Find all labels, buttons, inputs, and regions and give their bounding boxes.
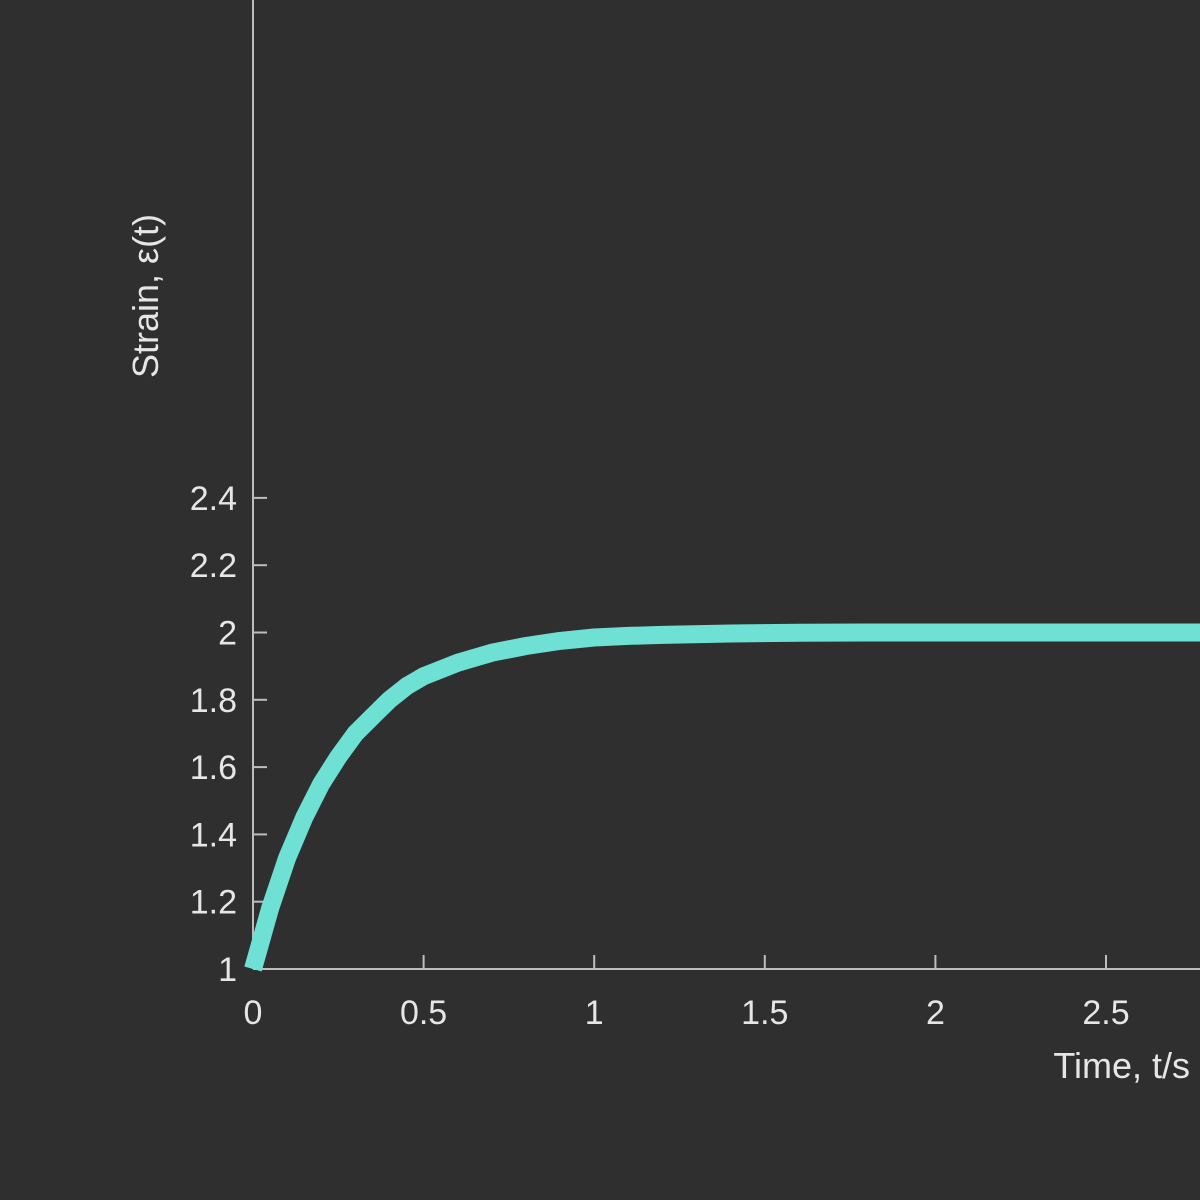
axes xyxy=(252,0,1200,970)
y-tick-label: 1 xyxy=(218,951,237,989)
x-tick-label: 0 xyxy=(244,994,263,1032)
x-ticks: 0 0.5 1 1.5 2 2.5 xyxy=(244,955,1130,1032)
x-tick-label: 2 xyxy=(926,994,945,1032)
series-layer xyxy=(244,623,1200,972)
x-tick-label: 1 xyxy=(585,994,604,1032)
y-tick-label: 1.8 xyxy=(190,682,237,720)
x-tick-label: 2.5 xyxy=(1082,994,1129,1032)
x-tick-label: 1.5 xyxy=(741,994,788,1032)
y-ticks: 1 1.2 1.4 1.6 1.8 2 2.2 2.4 xyxy=(190,480,267,989)
y-tick-label: 2.2 xyxy=(190,547,237,585)
series-line xyxy=(244,623,1200,972)
y-tick-label: 2.4 xyxy=(190,480,237,518)
y-axis-title: Strain, ε(t) xyxy=(125,214,166,378)
y-tick-label: 1.6 xyxy=(190,749,237,787)
y-tick-label: 1.4 xyxy=(190,816,237,854)
x-tick-label: 0.5 xyxy=(400,994,447,1032)
y-tick-label: 1.2 xyxy=(190,884,237,922)
x-axis-title: Time, t/s xyxy=(1053,1045,1190,1086)
y-tick-label: 2 xyxy=(218,615,237,653)
